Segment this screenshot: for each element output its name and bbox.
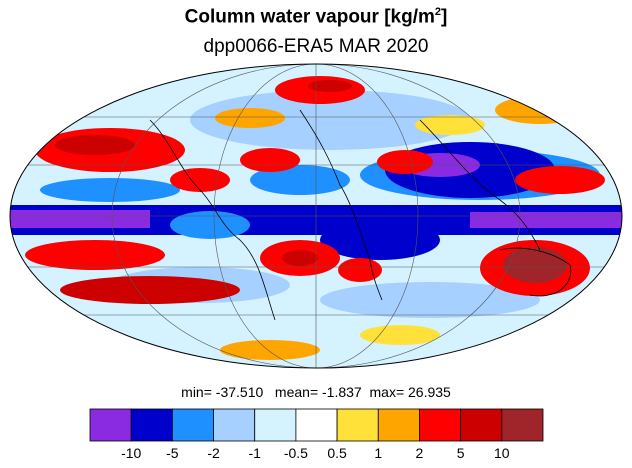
colorbar-swatch <box>213 408 256 442</box>
field-patch <box>320 282 540 318</box>
field-patch <box>190 90 470 150</box>
coastline-asia <box>419 119 541 251</box>
stats-line: min= -37.510 mean= -1.837 max= 26.935 <box>181 384 451 400</box>
coastline-australia <box>499 247 572 297</box>
graticule <box>10 64 622 368</box>
colorbar-label: 5 <box>457 445 465 461</box>
colorbar-swatch <box>501 408 544 442</box>
title-close: ] <box>441 6 448 28</box>
field-patch <box>25 240 165 270</box>
longitude-line <box>213 64 419 368</box>
chart-title: Column water vapour [kg/m2] <box>0 6 632 28</box>
field-patch <box>338 258 382 282</box>
field-patch <box>515 166 605 194</box>
field-patch <box>470 212 622 228</box>
field-patch <box>503 247 567 283</box>
colorbar-swatch <box>295 408 338 442</box>
field-patch <box>282 250 318 266</box>
colorbar-label: -0.5 <box>284 445 308 461</box>
colorbar-swatch <box>130 408 173 442</box>
field-patch <box>415 115 485 135</box>
field-patch <box>250 165 350 195</box>
title-text: Column water vapour [kg/m <box>184 6 435 28</box>
field-patch <box>170 211 250 239</box>
field-patch <box>215 108 285 128</box>
colorbar: -10 -5 -2 -1 -0.5 0.5 1 2 5 10 <box>89 408 544 461</box>
field-patch <box>170 168 230 192</box>
colorbar-label: -5 <box>166 445 179 461</box>
field-patch <box>60 276 240 304</box>
coastlines <box>149 109 572 321</box>
colorbar-swatch <box>254 408 297 442</box>
colorbar-label: 10 <box>494 445 510 461</box>
chart-subtitle: dpp0066-ERA5 MAR 2020 <box>203 36 429 57</box>
field-patch <box>10 210 150 228</box>
colorbar-swatch <box>377 408 420 442</box>
field-patch <box>220 340 320 360</box>
coastline-americas <box>149 119 276 321</box>
field-patch <box>40 178 180 202</box>
colorbar-swatch <box>336 408 379 442</box>
colorbar-swatch <box>171 408 214 442</box>
field-patch <box>308 80 352 92</box>
colorbar-label: -2 <box>207 445 220 461</box>
field-patch <box>377 150 433 174</box>
field-patch <box>495 96 585 124</box>
field-patch <box>320 220 440 260</box>
colorbar-label: 2 <box>416 445 424 461</box>
longitude-line <box>111 64 521 368</box>
field-patch <box>55 135 135 155</box>
colorbar-label: -10 <box>121 445 141 461</box>
map-border <box>9 63 623 369</box>
title-superscript: 2 <box>434 6 441 18</box>
field-patch <box>240 148 300 172</box>
colorbar-label: -1 <box>249 445 262 461</box>
coastline-africa-europe <box>299 109 383 301</box>
field-patch <box>360 325 440 345</box>
colorbar-swatch <box>89 408 132 442</box>
colorbar-swatch <box>419 408 462 442</box>
colorbar-label: 0.5 <box>327 445 347 461</box>
mollweide-map <box>9 63 623 369</box>
colorbar-label: 1 <box>374 445 382 461</box>
colorbar-swatch <box>460 408 503 442</box>
